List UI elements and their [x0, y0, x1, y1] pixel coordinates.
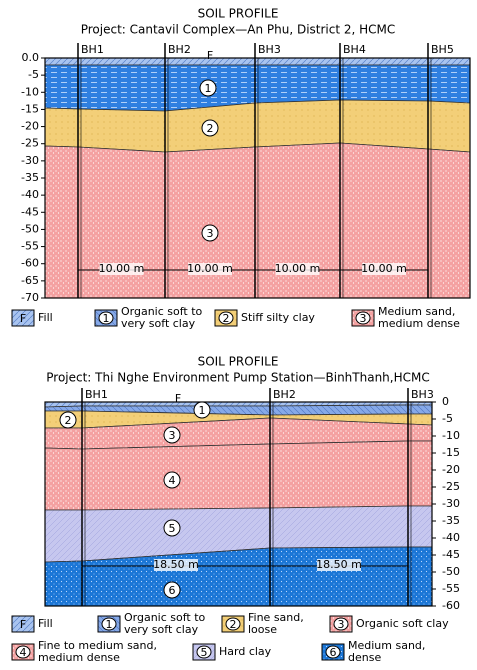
- spacing-label: 10.00 m: [361, 262, 407, 275]
- legend-text: dense: [348, 651, 381, 664]
- borehole-label: BH1: [81, 43, 104, 56]
- borehole-label: BH2: [168, 43, 191, 56]
- depth-label: -15: [21, 102, 39, 115]
- legend-text: Fill: [38, 617, 53, 630]
- spacing-label: 10.00 m: [99, 262, 145, 275]
- layer-tag: 6: [169, 584, 176, 597]
- depth-label: -30: [442, 497, 460, 510]
- legend-symbol: F: [20, 618, 26, 631]
- legend-symbol: 1: [106, 618, 113, 631]
- legend-symbol: 3: [338, 618, 345, 631]
- borehole-label: BH3: [258, 43, 281, 56]
- layer-tag: 4: [169, 474, 176, 487]
- borehole-label: BH2: [273, 388, 296, 401]
- legend-symbol: 3: [360, 312, 367, 325]
- legend-symbol: 4: [20, 646, 27, 659]
- legend-symbol: F: [20, 312, 26, 325]
- layer-tag: 2: [65, 414, 72, 427]
- depth-label: -20: [21, 120, 39, 133]
- soil-profile: SOIL PROFILE Project: Thi Nghe Environmen…: [12, 355, 460, 665]
- depth-label: -10: [21, 85, 39, 98]
- depth-label: -45: [21, 205, 39, 218]
- legend-text: medium dense: [378, 317, 460, 330]
- depth-label: -60: [21, 257, 39, 270]
- depth-label: -20: [442, 463, 460, 476]
- depth-label: -40: [21, 188, 39, 201]
- layer-tag: F: [207, 49, 213, 62]
- borehole-label: BH4: [343, 43, 366, 56]
- depth-label: -25: [21, 137, 39, 150]
- legend-text: Stiff silty clay: [241, 311, 315, 324]
- legend-symbol: 1: [103, 312, 110, 325]
- depth-label: -35: [442, 514, 460, 527]
- depth-label: -55: [442, 582, 460, 595]
- depth-label: -35: [21, 171, 39, 184]
- legend-symbol: 6: [330, 646, 337, 659]
- layer-tag: 2: [207, 122, 214, 135]
- legend-symbol: 2: [230, 618, 237, 631]
- soil-layer: [45, 441, 432, 510]
- layer-tag: 3: [207, 227, 214, 240]
- legend-symbol: 5: [201, 646, 208, 659]
- layer-tag: 1: [205, 82, 212, 95]
- legend-text: very soft clay: [124, 623, 199, 636]
- soil-profiles: SOIL PROFILE Project: Cantavil Complex—An…: [0, 0, 477, 670]
- depth-label: -5: [442, 412, 453, 425]
- profile-title: SOIL PROFILE: [198, 7, 279, 21]
- depth-label: -60: [442, 599, 460, 612]
- spacing-label: 18.50 m: [316, 558, 362, 571]
- spacing-label: 18.50 m: [153, 558, 199, 571]
- borehole-label: BH5: [431, 43, 454, 56]
- soil-profile: SOIL PROFILE Project: Cantavil Complex—An…: [12, 7, 470, 331]
- legend-text: Hard clay: [219, 645, 272, 658]
- depth-label: -55: [21, 240, 39, 253]
- depth-label: -50: [442, 565, 460, 578]
- legend-text: medium dense: [38, 651, 120, 664]
- depth-label: -45: [442, 548, 460, 561]
- project-name: Project: Cantavil Complex—An Phu, Distri…: [81, 23, 396, 37]
- layer-tag: F: [175, 392, 181, 405]
- soil-layer: [45, 58, 470, 65]
- legend-symbol: 2: [223, 312, 230, 325]
- legend-text: very soft clay: [121, 317, 196, 330]
- spacing-label: 10.00 m: [275, 262, 321, 275]
- layer-tag: 5: [169, 522, 176, 535]
- project-name: Project: Thi Nghe Environment Pump Stati…: [46, 371, 429, 385]
- legend-text: Organic soft clay: [356, 617, 449, 630]
- legend-text: loose: [248, 623, 277, 636]
- spacing-label: 10.00 m: [187, 262, 233, 275]
- depth-label: -25: [442, 480, 460, 493]
- borehole-label: BH1: [85, 388, 108, 401]
- profile-title: SOIL PROFILE: [198, 355, 279, 369]
- borehole-label: BH3: [411, 388, 434, 401]
- depth-label: -15: [442, 446, 460, 459]
- depth-label: -40: [442, 531, 460, 544]
- layer-tag: 3: [169, 429, 176, 442]
- depth-label: -5: [28, 68, 39, 81]
- legend-text: Fill: [38, 311, 53, 324]
- depth-label: -10: [442, 429, 460, 442]
- depth-label: -70: [21, 291, 39, 304]
- depth-label: -30: [21, 154, 39, 167]
- depth-label: -50: [21, 222, 39, 235]
- depth-label: 0.0: [22, 51, 40, 64]
- layer-tag: 1: [199, 404, 206, 417]
- depth-label: 0: [442, 395, 449, 408]
- depth-label: -65: [21, 274, 39, 287]
